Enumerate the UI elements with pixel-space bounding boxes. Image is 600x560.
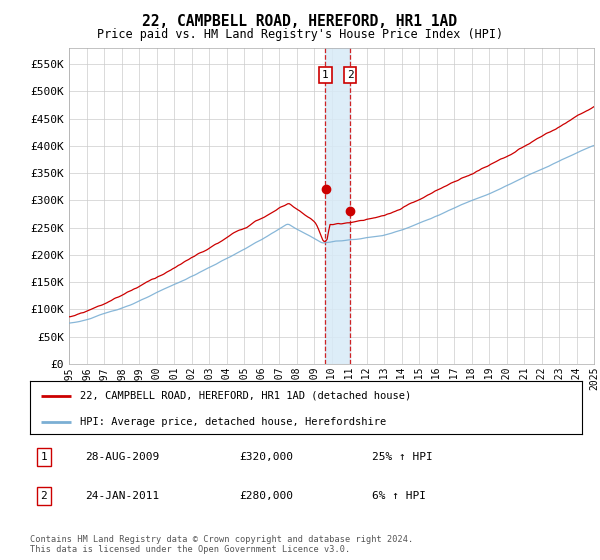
Text: 22, CAMPBELL ROAD, HEREFORD, HR1 1AD: 22, CAMPBELL ROAD, HEREFORD, HR1 1AD [143,14,458,29]
Text: 6% ↑ HPI: 6% ↑ HPI [372,491,426,501]
Text: 24-JAN-2011: 24-JAN-2011 [85,491,160,501]
Text: 25% ↑ HPI: 25% ↑ HPI [372,452,433,462]
Text: £280,000: £280,000 [240,491,294,501]
Bar [325,48,350,364]
Text: 22, CAMPBELL ROAD, HEREFORD, HR1 1AD (detached house): 22, CAMPBELL ROAD, HEREFORD, HR1 1AD (de… [80,391,411,401]
Text: 2: 2 [347,70,353,80]
Text: 1: 1 [322,70,329,80]
Text: 2: 2 [40,491,47,501]
Text: Price paid vs. HM Land Registry's House Price Index (HPI): Price paid vs. HM Land Registry's House … [97,28,503,41]
Text: 1: 1 [40,452,47,462]
Text: £320,000: £320,000 [240,452,294,462]
Text: HPI: Average price, detached house, Herefordshire: HPI: Average price, detached house, Here… [80,417,386,427]
Text: Contains HM Land Registry data © Crown copyright and database right 2024.
This d: Contains HM Land Registry data © Crown c… [30,535,413,554]
Text: 28-AUG-2009: 28-AUG-2009 [85,452,160,462]
